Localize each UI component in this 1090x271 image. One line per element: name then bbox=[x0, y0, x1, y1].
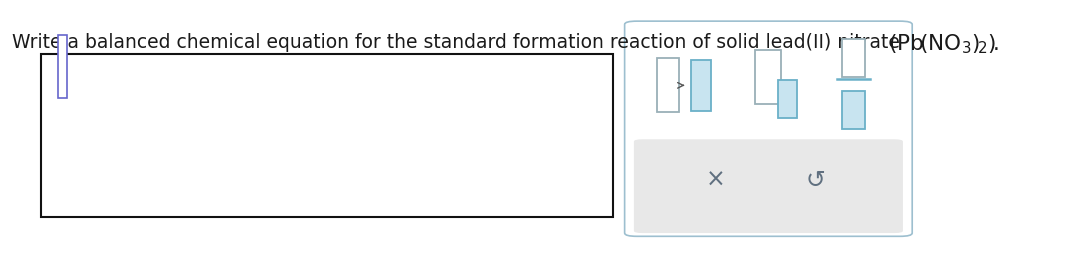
Bar bbox=[41, 54, 614, 217]
Text: $\left(\mathrm{Pb}\!\left(\mathrm{NO_3}\right)_{\!2}\right)\!.$: $\left(\mathrm{Pb}\!\left(\mathrm{NO_3}\… bbox=[888, 33, 1000, 56]
Bar bbox=[691, 60, 711, 111]
Text: ×: × bbox=[706, 168, 726, 192]
Text: Write a balanced chemical equation for the standard formation reaction of solid : Write a balanced chemical equation for t… bbox=[12, 33, 906, 51]
Text: ↺: ↺ bbox=[806, 168, 825, 192]
Bar bbox=[778, 80, 797, 118]
FancyBboxPatch shape bbox=[634, 139, 903, 233]
Bar bbox=[754, 50, 782, 104]
Bar bbox=[843, 39, 864, 77]
Bar bbox=[656, 58, 679, 112]
Bar bbox=[58, 35, 66, 98]
Bar bbox=[843, 91, 864, 129]
FancyBboxPatch shape bbox=[625, 21, 912, 236]
